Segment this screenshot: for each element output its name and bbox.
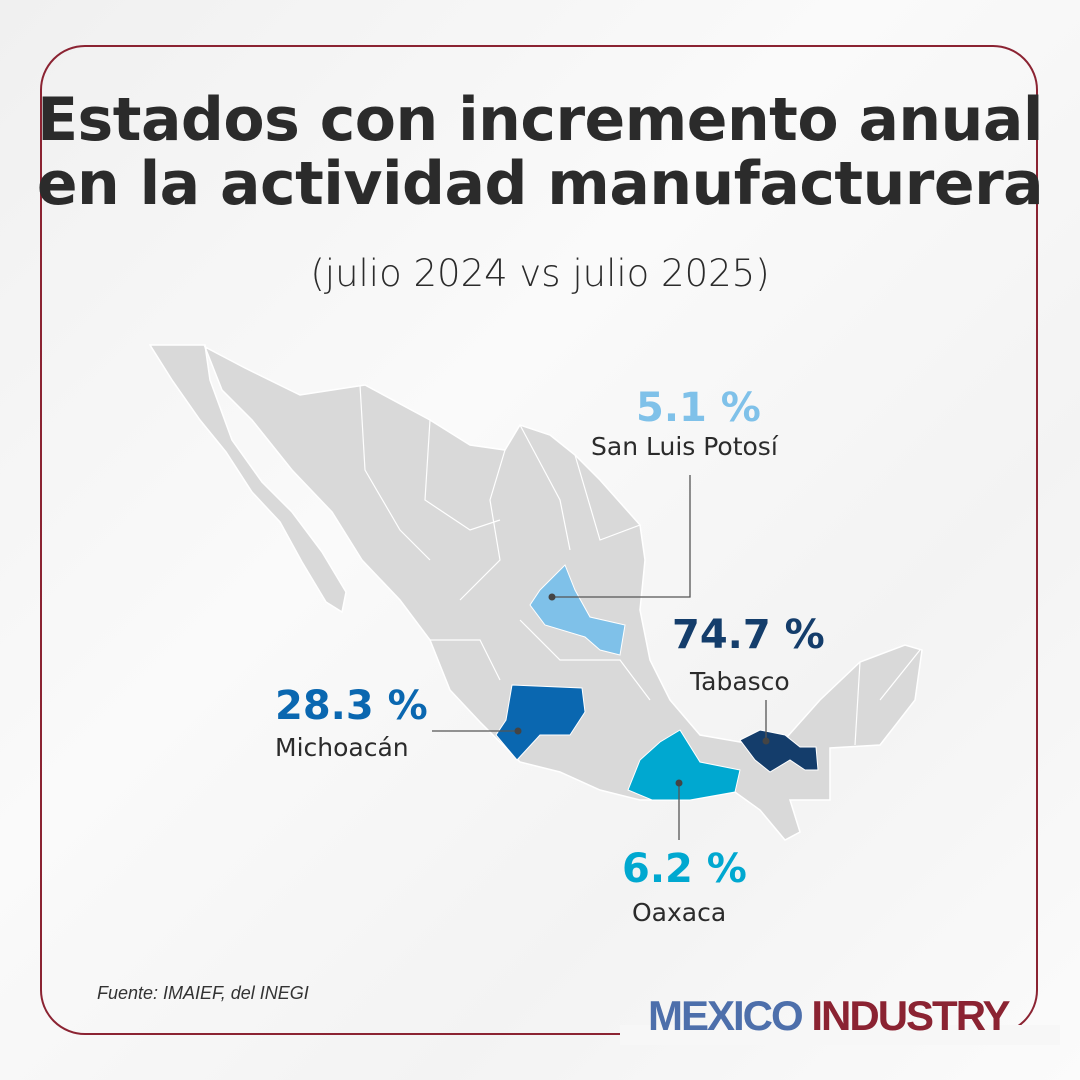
- marker-tabasco: [762, 737, 770, 745]
- leader-slp: [552, 475, 691, 598]
- michoacan-value: 28.3 %: [275, 683, 428, 729]
- tabasco-value: 74.7 %: [672, 612, 825, 658]
- marker-oaxaca: [675, 779, 683, 787]
- title-line-1: Estados con incremento anual: [37, 85, 1043, 155]
- logo-mexico: MEXICO: [648, 992, 804, 1039]
- page-title: Estados con incremento anual en la activi…: [0, 88, 1080, 216]
- logo-industry: INDUSTRY: [811, 992, 1010, 1039]
- slp-value: 5.1 %: [636, 385, 761, 431]
- state-michoacan: [495, 684, 586, 761]
- oaxaca-value: 6.2 %: [622, 846, 747, 892]
- marker-slp: [548, 593, 556, 601]
- subtitle: (julio 2024 vs julio 2025): [310, 252, 770, 295]
- frame-gap: [620, 1025, 1060, 1045]
- brand-logo: MEXICO INDUSTRY: [648, 992, 1010, 1040]
- source-note: Fuente: IMAIEF, del INEGI: [97, 983, 309, 1003]
- state-san-luis-potosi: [529, 564, 626, 656]
- tabasco-name: Tabasco: [690, 667, 790, 696]
- oaxaca-name: Oaxaca: [632, 898, 727, 927]
- state-oaxaca: [627, 729, 741, 801]
- state-tabasco: [739, 729, 819, 773]
- card-frame: [40, 45, 1038, 1035]
- michoacan-name: Michoacán: [275, 733, 409, 762]
- baja-california-peninsula: [148, 344, 347, 614]
- marker-michoacan: [514, 727, 522, 735]
- slp-name: San Luis Potosí: [591, 432, 778, 461]
- title-line-2: en la actividad manufacturera: [36, 149, 1044, 219]
